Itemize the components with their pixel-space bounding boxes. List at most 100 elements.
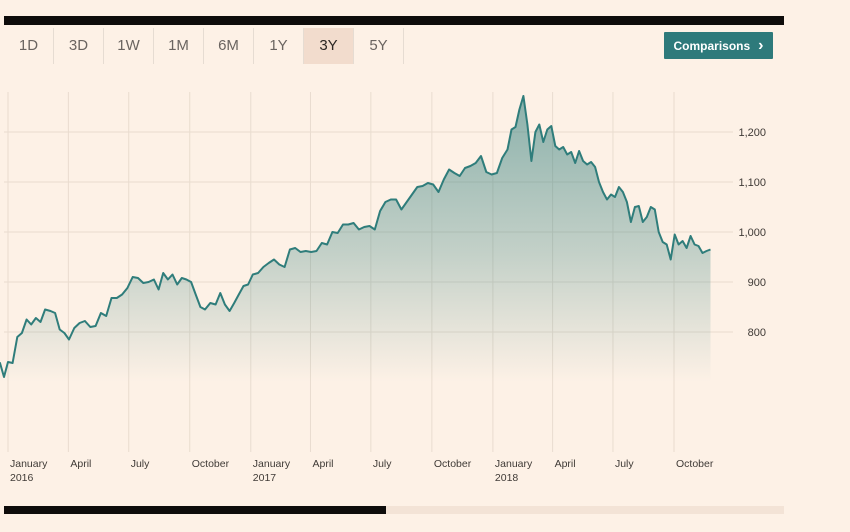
data-point bbox=[539, 124, 541, 126]
top-rule bbox=[4, 16, 784, 25]
data-point bbox=[54, 312, 56, 314]
data-point bbox=[459, 175, 461, 177]
data-point bbox=[50, 310, 52, 312]
data-point bbox=[148, 281, 150, 283]
data-point bbox=[332, 231, 334, 233]
timeline-scroll-track[interactable] bbox=[4, 506, 784, 514]
x-tick-label: April bbox=[70, 458, 91, 470]
data-point bbox=[243, 285, 245, 287]
data-point bbox=[662, 241, 664, 243]
data-point bbox=[121, 294, 123, 296]
data-point bbox=[374, 229, 376, 231]
data-point bbox=[59, 329, 61, 331]
y-axis: 800 900 1,000 1,100 1,200 bbox=[738, 127, 766, 339]
data-point bbox=[310, 251, 312, 253]
data-point bbox=[578, 150, 580, 152]
range-button-1d[interactable]: 1D bbox=[4, 28, 54, 64]
data-point bbox=[44, 309, 46, 311]
data-point bbox=[646, 216, 648, 218]
data-point bbox=[257, 272, 259, 274]
data-point bbox=[229, 310, 231, 312]
data-point bbox=[326, 244, 328, 246]
data-point bbox=[12, 362, 14, 364]
data-point bbox=[634, 206, 636, 208]
data-point bbox=[111, 297, 113, 299]
data-point bbox=[238, 294, 240, 296]
data-point bbox=[658, 231, 660, 233]
data-point bbox=[215, 304, 217, 306]
range-button-3d[interactable]: 3D bbox=[54, 28, 104, 64]
data-point bbox=[582, 160, 584, 162]
data-point bbox=[454, 172, 456, 174]
x-tick-label: July bbox=[131, 458, 150, 470]
range-button-1m[interactable]: 1M bbox=[154, 28, 204, 64]
range-button-5y[interactable]: 5Y bbox=[354, 28, 404, 64]
x-axis: January 2016 April July October January 2017 Ap… bbox=[10, 458, 714, 484]
data-point bbox=[574, 162, 576, 164]
data-point bbox=[300, 251, 302, 253]
range-button-1w[interactable]: 1W bbox=[104, 28, 154, 64]
data-point bbox=[162, 272, 164, 274]
x-tick-label: April bbox=[555, 458, 576, 470]
data-point bbox=[448, 169, 450, 171]
data-point bbox=[610, 194, 612, 196]
data-point bbox=[682, 240, 684, 242]
comparisons-button[interactable]: Comparisons › bbox=[664, 32, 773, 59]
data-point bbox=[143, 282, 145, 284]
data-point bbox=[586, 164, 588, 166]
data-point bbox=[698, 245, 700, 247]
data-point bbox=[305, 250, 307, 252]
data-point bbox=[558, 149, 560, 151]
comparisons-label: Comparisons bbox=[673, 38, 751, 53]
data-point bbox=[7, 361, 9, 363]
y-tick-label: 800 bbox=[748, 327, 766, 339]
y-tick-label: 1,100 bbox=[738, 177, 766, 189]
data-point bbox=[26, 319, 28, 321]
data-point bbox=[385, 201, 387, 203]
data-point bbox=[316, 250, 318, 252]
data-point bbox=[153, 279, 155, 281]
series-line bbox=[0, 95, 711, 378]
data-point bbox=[686, 247, 688, 249]
data-point bbox=[190, 281, 192, 283]
data-point bbox=[417, 186, 419, 188]
data-point bbox=[401, 209, 403, 211]
x-tick-label: October bbox=[192, 458, 230, 470]
data-point bbox=[650, 206, 652, 208]
data-point bbox=[84, 320, 86, 322]
data-point bbox=[90, 326, 92, 328]
data-point bbox=[543, 141, 545, 143]
timeline-scroll-thumb[interactable] bbox=[4, 506, 386, 514]
data-point bbox=[443, 179, 445, 181]
range-button-3y[interactable]: 3Y bbox=[304, 28, 354, 64]
data-point bbox=[519, 109, 521, 111]
data-point bbox=[606, 199, 608, 201]
data-point bbox=[535, 131, 537, 133]
data-point bbox=[353, 222, 355, 224]
data-point bbox=[654, 209, 656, 211]
x-tick-label: October bbox=[676, 458, 714, 470]
data-point bbox=[100, 312, 102, 314]
data-point bbox=[638, 205, 640, 207]
data-point bbox=[172, 274, 174, 276]
data-point bbox=[137, 277, 139, 279]
data-point bbox=[68, 339, 70, 341]
data-point bbox=[252, 274, 254, 276]
x-tick-label: July bbox=[615, 458, 634, 470]
data-point bbox=[480, 155, 482, 157]
data-point bbox=[342, 224, 344, 226]
data-point bbox=[432, 184, 434, 186]
data-point bbox=[496, 172, 498, 174]
data-point bbox=[670, 259, 672, 261]
data-point bbox=[186, 279, 188, 281]
range-button-6m[interactable]: 6M bbox=[204, 28, 254, 64]
x-tick-year-label: 2017 bbox=[253, 472, 277, 484]
data-point bbox=[501, 157, 503, 159]
data-point bbox=[116, 297, 118, 299]
data-point bbox=[176, 284, 178, 286]
data-point bbox=[630, 221, 632, 223]
data-point bbox=[642, 221, 644, 223]
data-point bbox=[470, 165, 472, 167]
range-button-1y[interactable]: 1Y bbox=[254, 28, 304, 64]
data-point bbox=[40, 321, 42, 323]
